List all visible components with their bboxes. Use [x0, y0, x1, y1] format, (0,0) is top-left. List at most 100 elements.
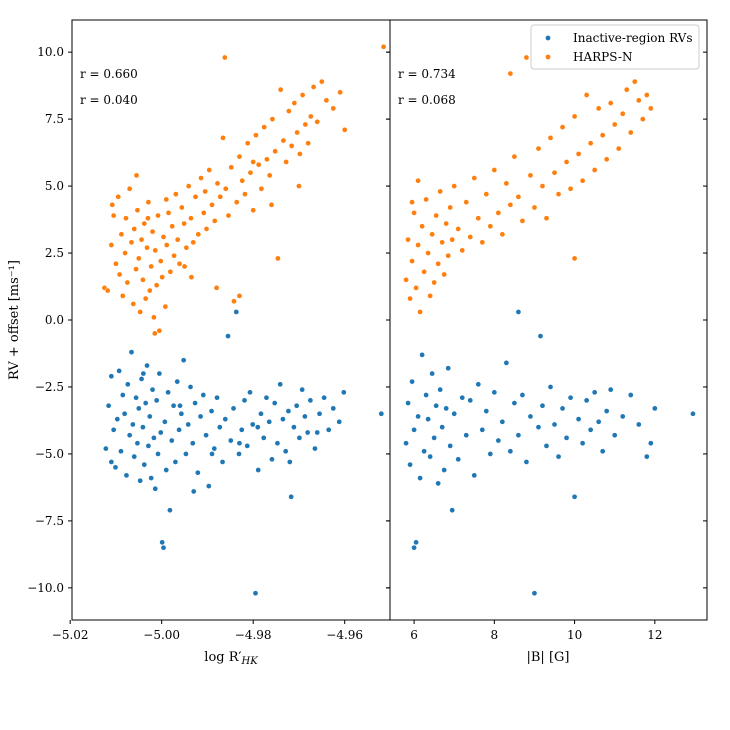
right-x-axis-label: |B| [G]	[527, 650, 570, 665]
left-point-inactive	[194, 469, 201, 476]
right-point-inactive	[433, 402, 439, 409]
right-point-harps	[559, 124, 566, 130]
left-point-harps	[200, 210, 207, 216]
left-point-harps	[188, 274, 195, 280]
right-point-harps	[547, 135, 554, 141]
left-point-harps	[233, 199, 240, 205]
left-point-harps	[236, 153, 243, 160]
left-point-inactive	[304, 429, 311, 436]
left-point-harps	[307, 113, 314, 120]
right-point-harps	[555, 191, 562, 197]
left-point-inactive	[134, 440, 141, 447]
left-point-inactive	[200, 392, 207, 398]
left-point-inactive	[144, 362, 150, 369]
left-point-inactive	[282, 448, 289, 455]
left-point-harps	[286, 108, 292, 114]
right-point-inactive	[603, 408, 610, 414]
right-corr-harps: r = 0.734	[398, 67, 456, 81]
left-point-inactive	[296, 435, 303, 441]
left-point-inactive	[330, 405, 337, 412]
left-point-inactive	[167, 507, 173, 514]
left-point-harps	[190, 239, 197, 246]
left-point-harps	[145, 199, 152, 205]
left-point-harps	[159, 274, 165, 280]
left-point-harps	[152, 247, 159, 254]
left-point-inactive	[116, 368, 122, 374]
left-point-harps	[231, 298, 237, 305]
right-point-inactive	[451, 410, 458, 417]
left-point-harps	[195, 231, 202, 238]
right-corr-inactive: r = 0.068	[398, 93, 456, 107]
right-point-inactive	[429, 370, 435, 377]
left-point-inactive	[162, 418, 168, 425]
right-point-harps	[587, 140, 594, 147]
left-point-harps	[221, 54, 228, 61]
left-point-inactive	[216, 424, 223, 430]
left-point-harps	[299, 92, 306, 98]
left-point-inactive	[119, 392, 126, 398]
left-point-harps	[297, 151, 303, 157]
left-point-inactive	[118, 448, 124, 455]
left-corr-inactive: r = 0.040	[80, 93, 138, 107]
right-point-inactive	[449, 507, 456, 514]
left-x-axis-label-prime: ′	[239, 650, 242, 665]
left-ytick-label: 10.0	[37, 45, 64, 59]
left-point-harps	[116, 271, 123, 278]
left-point-harps	[157, 258, 164, 264]
right-point-harps	[631, 78, 638, 85]
right-point-inactive	[417, 475, 423, 481]
right-point-inactive	[411, 544, 417, 551]
left-point-harps	[268, 201, 275, 208]
right-point-inactive	[515, 309, 522, 315]
right-point-harps	[445, 252, 452, 259]
left-point-inactive	[336, 418, 343, 425]
right-point-harps	[619, 110, 626, 117]
left-point-harps	[250, 207, 257, 214]
left-point-harps	[310, 84, 317, 90]
left-point-harps	[176, 260, 183, 267]
right-point-inactive	[523, 459, 530, 465]
right-point-inactive	[405, 400, 411, 406]
left-point-harps	[156, 327, 163, 334]
right-point-harps	[519, 218, 526, 224]
right-point-harps	[449, 236, 456, 243]
right-point-inactive	[415, 413, 421, 420]
left-point-harps	[178, 204, 185, 211]
left-point-inactive	[312, 445, 318, 452]
left-point-harps	[222, 185, 229, 192]
left-point-harps	[163, 196, 170, 203]
left-point-harps	[202, 188, 208, 195]
left-point-harps	[131, 226, 138, 232]
left-point-inactive	[316, 410, 323, 417]
left-point-inactive	[126, 432, 133, 439]
left-y-ticks: −10.0 −7.5 −5.0 −2.5 0.0 2.5 5.0 7.5 10.0	[27, 45, 390, 595]
left-point-harps	[181, 263, 188, 270]
right-point-inactive	[563, 435, 570, 441]
right-point-inactive	[475, 381, 482, 388]
right-point-inactive	[579, 440, 586, 447]
left-point-inactive	[140, 424, 146, 430]
left-point-inactive	[135, 405, 142, 412]
left-point-inactive	[174, 378, 181, 385]
left-xtick-label: −5.02	[52, 628, 89, 642]
left-point-inactive	[274, 440, 281, 447]
right-point-harps	[409, 199, 415, 205]
right-point-inactive	[455, 456, 462, 463]
left-point-inactive	[258, 410, 264, 417]
right-point-harps	[599, 132, 606, 139]
left-point-harps	[314, 118, 321, 125]
left-point-inactive	[170, 402, 177, 409]
left-point-harps	[145, 215, 151, 222]
right-xtick-label: 12	[647, 628, 662, 642]
left-point-inactive	[214, 394, 220, 401]
left-point-harps	[108, 242, 115, 248]
right-point-inactive	[459, 394, 466, 401]
left-point-inactive	[138, 376, 145, 382]
left-point-inactive	[254, 424, 261, 430]
right-point-harps	[405, 236, 411, 243]
left-point-inactive	[149, 386, 156, 393]
right-point-harps	[433, 212, 439, 219]
left-point-inactive	[286, 459, 293, 465]
left-point-inactive	[247, 389, 253, 396]
left-point-harps	[109, 201, 116, 208]
